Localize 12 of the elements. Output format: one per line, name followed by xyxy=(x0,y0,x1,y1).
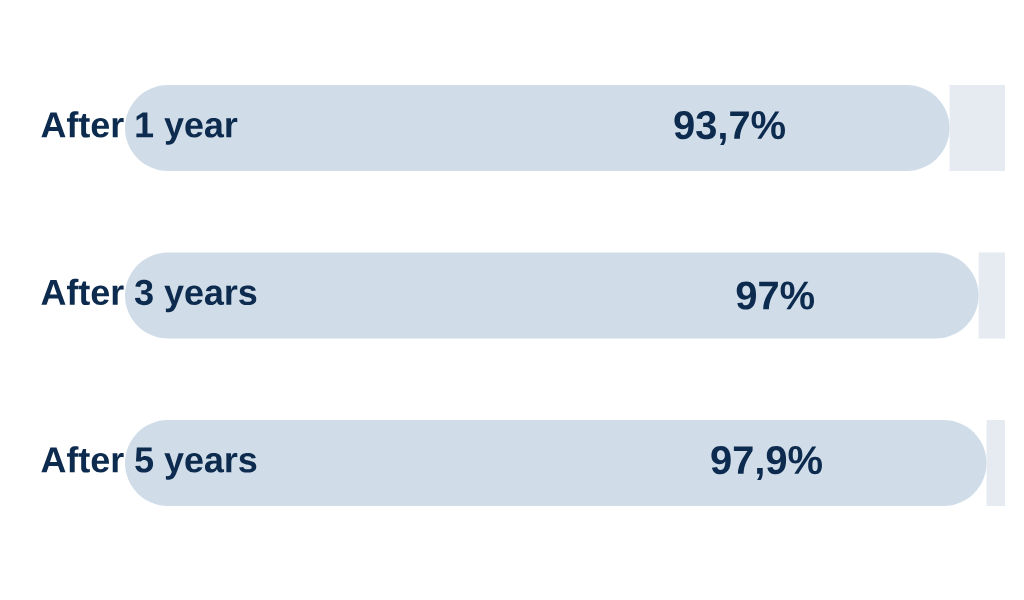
data-label: 97% xyxy=(736,281,815,310)
data-label: 93,7% xyxy=(674,111,785,145)
data-label: 97,9% xyxy=(711,446,822,480)
y-tick-label: After 5 years xyxy=(41,446,257,480)
bar xyxy=(949,85,1006,171)
bar xyxy=(125,420,987,507)
y-tick-label: After 3 years xyxy=(41,278,257,313)
bar xyxy=(125,252,979,339)
y-tick-label: After 1 year xyxy=(41,111,238,145)
bar xyxy=(986,420,1006,507)
bar xyxy=(125,85,950,171)
bar xyxy=(978,252,1006,339)
